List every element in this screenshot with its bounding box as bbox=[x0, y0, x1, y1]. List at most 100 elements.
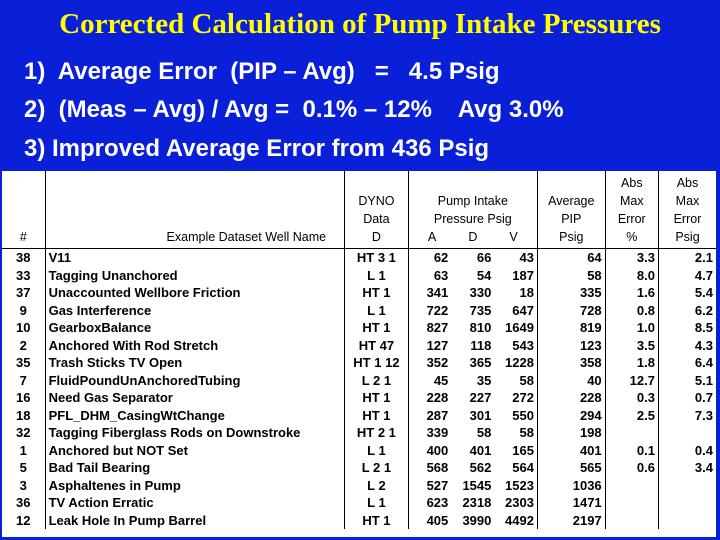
cell-average-pip: 64 bbox=[536, 248, 606, 267]
cell-dyno: HT 1 bbox=[344, 389, 409, 407]
header-well-name: Example Dataset Well Name bbox=[44, 171, 345, 249]
cell-num: 38 bbox=[16, 250, 31, 265]
cell-num: 3 bbox=[19, 477, 27, 493]
cell-error-psig: 4.3 bbox=[657, 336, 716, 354]
cell-error-psig: 7.3 bbox=[657, 406, 716, 424]
cell-average-pip: 819 bbox=[536, 319, 606, 337]
cell-pip-v: 1228 bbox=[505, 355, 534, 370]
header-avg-line-1: Average bbox=[548, 194, 595, 208]
cell-error-pct: 12.7 bbox=[604, 371, 659, 389]
cell-num: 35 bbox=[16, 355, 31, 370]
cell-well-name: Leak Hole In Pump Barrel bbox=[44, 511, 345, 529]
cell-well-name: Anchored but NOT Set bbox=[44, 441, 345, 459]
cell-num: 7 bbox=[19, 372, 27, 388]
cell-average-pip: 294 bbox=[536, 406, 606, 424]
cell-pip-a: 568 bbox=[407, 459, 452, 477]
table-row: 12 Leak Hole In Pump Barrel HT 1 405 3990 449… bbox=[2, 511, 716, 529]
header-dyno: DYNO Data D bbox=[344, 171, 409, 249]
cell-pip-v: 58 bbox=[519, 425, 534, 440]
table-row: 5 Bad Tail Bearing L 2 1 568 562 564 565 0.6 3.4 bbox=[2, 459, 716, 477]
cell-pip-d: 35 bbox=[476, 372, 492, 388]
cell-pip-d: 810 bbox=[469, 320, 492, 335]
cell-well-name: Need Gas Separator bbox=[44, 389, 345, 407]
cell-average-pip: 58 bbox=[536, 266, 606, 284]
cell-pip-a: 228 bbox=[407, 389, 452, 407]
header-pump-d: D bbox=[468, 230, 478, 244]
table-row: 10 GearboxBalance HT 1 827 810 1649 819 1.0 8.5 bbox=[2, 319, 716, 337]
cell-dyno: L 1 bbox=[344, 266, 409, 284]
header-errpsig-line-4: Psig bbox=[675, 230, 700, 244]
cell-average-pip: 358 bbox=[536, 354, 606, 372]
cell-pip-a: 341 bbox=[407, 284, 452, 302]
cell-average-pip: 1471 bbox=[536, 494, 606, 512]
cell-pip-a: 405 bbox=[407, 511, 452, 529]
cell-dyno: HT 1 bbox=[344, 319, 409, 337]
header-errpct-line-3: Error bbox=[617, 212, 646, 226]
cell-pip-v: 187 bbox=[512, 267, 534, 283]
cell-pip-a: 45 bbox=[407, 371, 452, 389]
cell-error-pct: 1.6 bbox=[604, 284, 659, 302]
cell-pip-a: 287 bbox=[407, 406, 452, 424]
cell-pip-d: 401 bbox=[469, 442, 492, 458]
cell-pip-v: 647 bbox=[512, 302, 534, 318]
cell-pip-d: 227 bbox=[469, 390, 492, 405]
cell-pip-a: 527 bbox=[407, 476, 452, 494]
cell-error-pct: 2.5 bbox=[604, 406, 659, 424]
cell-error-pct: 0.6 bbox=[604, 459, 659, 477]
cell-well-name: V11 bbox=[44, 248, 345, 267]
cell-pip-v: 1649 bbox=[505, 320, 534, 335]
table-row: 36 TV Action Erratic L 1 623 2318 2303 1471 bbox=[2, 494, 716, 512]
header-errpct-line-2: Max bbox=[620, 194, 644, 208]
header-pump-line-2: Pressure Psig bbox=[433, 212, 512, 226]
cell-pip-v: 1523 bbox=[505, 477, 534, 493]
header-num: # bbox=[19, 230, 27, 244]
header-average-pip: Average PIP Psig bbox=[536, 171, 606, 249]
cell-num: 12 bbox=[16, 512, 31, 528]
header-pump-line-1: Pump Intake bbox=[437, 194, 508, 208]
header-error-psig: Abs Max Error Psig bbox=[657, 171, 716, 249]
cell-dyno: HT 47 bbox=[344, 336, 409, 354]
cell-well-name: Tagging Unanchored bbox=[44, 266, 345, 284]
table-row: 18 PFL_DHM_CasingWtChange HT 1 287 301 550 294… bbox=[2, 406, 716, 424]
cell-pip-a: 400 bbox=[407, 441, 452, 459]
header-pump-intake: Pump Intake Pressure Psig A D V bbox=[407, 171, 538, 249]
cell-pip-d: 330 bbox=[469, 285, 492, 300]
cell-pip-a: 63 bbox=[407, 266, 452, 284]
cell-pip-v: 564 bbox=[512, 460, 534, 475]
cell-error-psig: 2.1 bbox=[657, 248, 716, 267]
cell-num: 2 bbox=[19, 337, 27, 353]
cell-well-name: Bad Tail Bearing bbox=[44, 459, 345, 477]
table-row: 1 Anchored but NOT Set L 1 400 401 165 401 0.1 0… bbox=[2, 441, 716, 459]
cell-num: 37 bbox=[16, 285, 31, 300]
cell-error-psig bbox=[657, 476, 716, 494]
header-dyno-line-3: D bbox=[371, 230, 381, 244]
cell-pip-d: 66 bbox=[476, 250, 492, 265]
cell-well-name: TV Action Erratic bbox=[44, 494, 345, 512]
cell-error-psig: 6.2 bbox=[657, 301, 716, 319]
cell-average-pip: 728 bbox=[536, 301, 606, 319]
cell-num: 33 bbox=[16, 267, 31, 283]
cell-error-psig: 3.4 bbox=[657, 459, 716, 477]
header-errpct-line-4: % bbox=[626, 230, 638, 244]
data-table-panel: # Example Dataset Well Name DYNO Data D … bbox=[2, 171, 716, 537]
cell-pip-d: 301 bbox=[469, 407, 492, 423]
table-row: 35 Trash Sticks TV Open HT 1 12 352 365 1228 3… bbox=[2, 354, 716, 372]
cell-average-pip: 40 bbox=[536, 371, 606, 389]
cell-error-pct: 0.3 bbox=[604, 389, 659, 407]
cell-average-pip: 2197 bbox=[536, 511, 606, 529]
cell-pip-d: 735 bbox=[469, 302, 492, 318]
cell-pip-v: 2303 bbox=[505, 495, 534, 510]
cell-well-name: PFL_DHM_CasingWtChange bbox=[44, 406, 345, 424]
cell-average-pip: 198 bbox=[536, 424, 606, 442]
cell-pip-d: 562 bbox=[469, 460, 492, 475]
cell-pip-v: 550 bbox=[512, 407, 534, 423]
cell-pip-d: 3990 bbox=[462, 512, 492, 528]
cell-dyno: HT 1 bbox=[344, 406, 409, 424]
bullet-relative-error: 2) (Meas – Avg) / Avg = 0.1% – 12% Avg 3… bbox=[24, 96, 564, 123]
table-header: # Example Dataset Well Name DYNO Data D … bbox=[2, 171, 716, 249]
table-row: 38 V11 HT 3 1 62 66 43 64 3.3 2.1 bbox=[2, 248, 716, 267]
cell-dyno: L 1 bbox=[344, 441, 409, 459]
cell-well-name: GearboxBalance bbox=[44, 319, 345, 337]
cell-pip-d: 58 bbox=[476, 425, 492, 440]
cell-dyno: L 1 bbox=[344, 494, 409, 512]
